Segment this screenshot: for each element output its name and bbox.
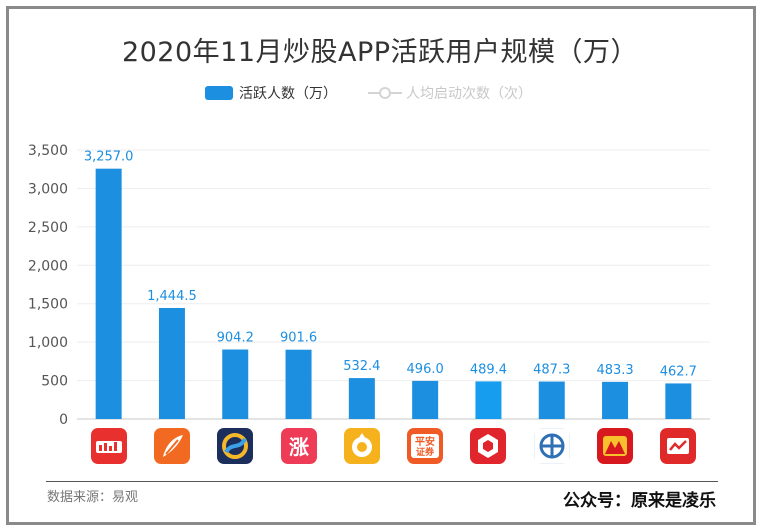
- footer-divider: [46, 481, 718, 482]
- legend-line-icon: [368, 87, 402, 99]
- legend-label-active-users: 活跃人数（万）: [239, 86, 337, 102]
- data-label: 489.4: [470, 362, 507, 377]
- data-source: 数据来源：易观: [47, 490, 139, 505]
- bar: [95, 168, 122, 419]
- y-tick-label: 3,500: [28, 143, 68, 159]
- data-label: 3,257.0: [84, 150, 134, 165]
- chart-title: 2020年11月炒股APP活跃用户规模（万）: [121, 37, 639, 68]
- svg-text:证券: 证券: [416, 446, 435, 458]
- bar: [222, 349, 249, 419]
- svg-text:平安: 平安: [415, 435, 435, 448]
- y-tick-label: 2,500: [28, 220, 68, 236]
- red-chart-app-icon: [90, 428, 127, 464]
- data-label: 1,444.5: [147, 289, 197, 304]
- bar: [602, 381, 629, 419]
- red-cube-app-icon: [470, 428, 507, 464]
- bar: [285, 349, 312, 419]
- bar: [412, 380, 439, 419]
- legend-bar-swatch: [205, 86, 233, 100]
- data-label: 901.6: [280, 331, 317, 346]
- blue-emblem-app-icon: [533, 428, 570, 464]
- red-mountain-app-icon: [597, 428, 634, 464]
- bar: [348, 378, 375, 419]
- bar: [475, 381, 502, 419]
- pingan-securities-app-icon: 平安 证券: [407, 428, 444, 464]
- bar: [158, 307, 185, 419]
- yellow-round-app-icon: [343, 428, 380, 464]
- data-label: 496.0: [407, 362, 444, 377]
- data-label: 532.4: [343, 359, 380, 374]
- y-tick-label: 3,000: [28, 181, 68, 197]
- y-tick-label: 0: [59, 412, 68, 428]
- svg-text:涨: 涨: [289, 435, 309, 459]
- y-tick-label: 2,000: [28, 258, 68, 274]
- bar: [665, 383, 692, 419]
- legend-label-launches: 人均启动次数（次）: [406, 86, 532, 102]
- bar: [538, 381, 565, 419]
- y-tick-label: 1,500: [28, 297, 68, 313]
- data-label: 462.7: [660, 364, 697, 379]
- y-tick-label: 500: [41, 374, 68, 390]
- data-label: 904.2: [217, 331, 254, 346]
- red-box-app-icon: [660, 428, 697, 464]
- legend-item-active-users[interactable]: 活跃人数（万）: [205, 83, 337, 103]
- y-tick-label: 1,000: [28, 335, 68, 351]
- legend: 活跃人数（万） 人均启动次数（次）: [0, 83, 760, 103]
- navy-swirl-app-icon: [217, 428, 254, 464]
- data-label: 487.3: [533, 363, 570, 378]
- pink-zhang-app-icon: 涨: [280, 428, 317, 464]
- account-name: 公众号：原来是凌乐: [563, 491, 716, 511]
- legend-item-launches[interactable]: 人均启动次数（次）: [368, 83, 532, 103]
- data-label: 483.3: [596, 363, 633, 378]
- orange-feather-app-icon: [153, 428, 190, 464]
